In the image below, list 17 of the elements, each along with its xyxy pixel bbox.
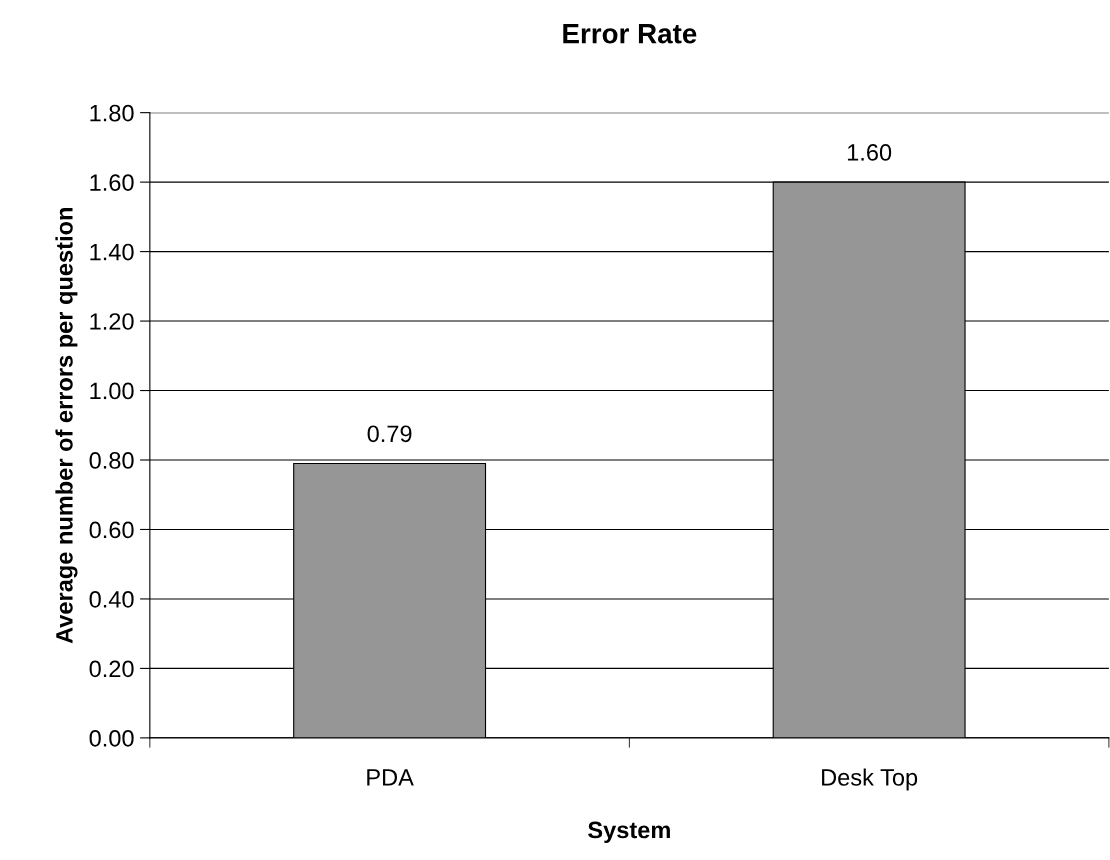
x-axis-title: System [588,821,670,844]
y-axis-title: Average number of errors per question [55,208,78,644]
y-tick-label: 0.40 [89,591,134,608]
y-tick-label: 1.60 [90,174,134,191]
y-tick-label: 0.80 [89,452,134,469]
y-tick-label: 1.00 [90,382,134,400]
y-tick-label: 0.20 [89,660,134,678]
y-tick-label: 1.20 [90,313,134,330]
data-label: 0.79 [367,425,412,443]
data-label: 1.60 [847,144,892,161]
y-tick-label: 1.40 [90,243,134,261]
y-tick-label: 0.00 [89,729,134,747]
x-tick-label: Desk Top [822,768,918,791]
y-tick-label: 1.80 [90,104,134,122]
chart-title: Error Rate [563,24,697,44]
x-tick-label: PDA [367,769,414,786]
y-tick-label: 0.60 [89,521,134,539]
